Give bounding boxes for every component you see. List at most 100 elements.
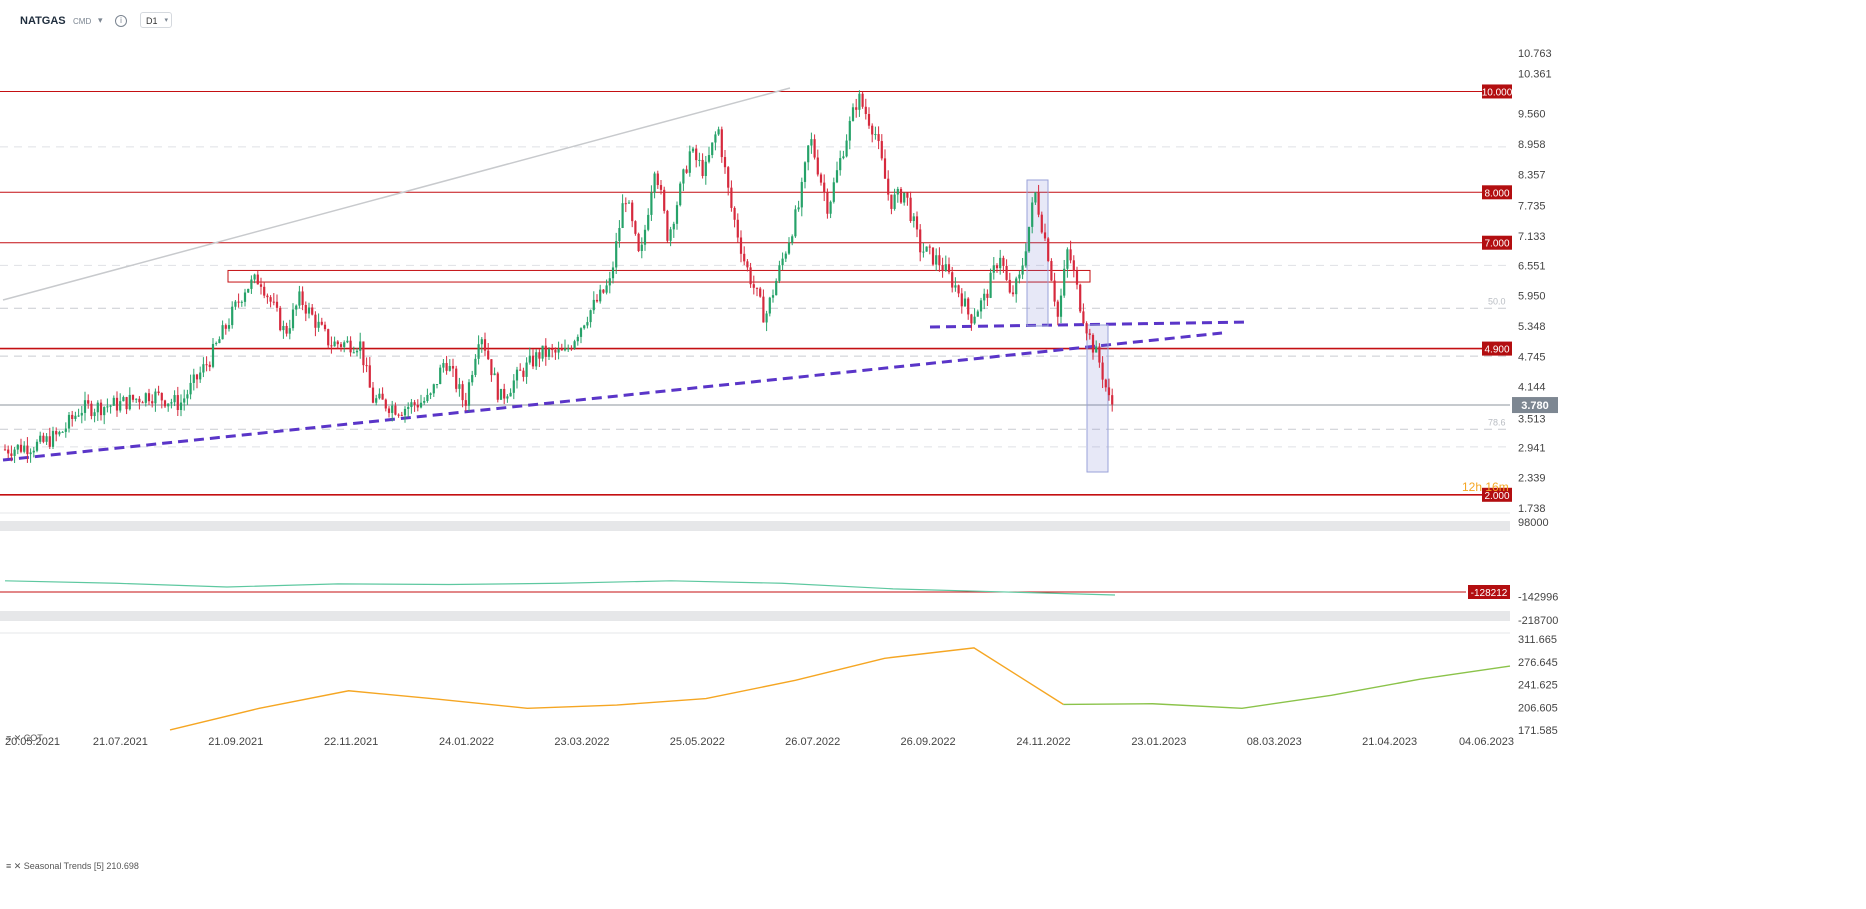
candle-body <box>467 382 471 406</box>
pane-divider <box>0 521 1510 531</box>
candle-body <box>279 307 282 331</box>
candle-body <box>522 370 525 377</box>
candle-body <box>595 299 599 302</box>
candle-body <box>506 396 509 399</box>
candle-body <box>679 183 682 206</box>
candle-body <box>55 431 58 435</box>
candle-body <box>320 321 323 325</box>
candle-body <box>538 352 541 359</box>
candle-body <box>986 293 989 298</box>
candle-body <box>327 329 330 346</box>
candle-body <box>983 293 986 301</box>
price-axis-tick: 7.133 <box>1518 231 1546 243</box>
seasonal-axis-tick: 171.585 <box>1518 725 1558 737</box>
candle-body <box>519 369 522 371</box>
level-tag <box>1482 235 1512 250</box>
candle-body <box>535 352 538 367</box>
level-tag <box>1482 341 1512 356</box>
candle-body <box>759 288 762 297</box>
candle-body <box>515 369 519 381</box>
candle-body <box>826 192 829 214</box>
candle-body <box>864 106 867 115</box>
candle-body <box>1066 249 1069 269</box>
candle-body <box>483 339 487 351</box>
fib-label: 50.0 <box>1488 296 1506 306</box>
symbol-name[interactable]: NATGAS <box>20 15 66 27</box>
candle-body <box>250 279 253 289</box>
chevron-down-icon[interactable]: ▾ <box>98 15 103 25</box>
candle-body <box>221 325 224 340</box>
level-tag <box>1482 84 1512 99</box>
candle-body <box>19 444 23 452</box>
resistance-zone <box>227 269 1091 283</box>
candle-body <box>323 324 327 330</box>
candle-body <box>1002 257 1005 266</box>
candle-body <box>7 449 10 454</box>
candle-body <box>1005 265 1008 280</box>
pane-divider <box>0 611 1510 621</box>
highlight-box <box>1086 324 1109 473</box>
chevron-down-icon: ▾ <box>164 17 168 24</box>
candle-body <box>685 169 688 173</box>
candle-body <box>547 349 551 357</box>
price-axis-tick: 5.950 <box>1518 291 1546 303</box>
candle-body <box>883 158 887 179</box>
candle-body <box>231 306 234 326</box>
candle-body <box>435 383 439 385</box>
candle-body <box>349 340 352 353</box>
price-axis-tick: 9.560 <box>1518 109 1546 121</box>
candle-body <box>810 139 813 146</box>
candle-body <box>1015 278 1018 295</box>
support-trendline <box>2 331 1223 462</box>
candle-body <box>247 288 250 293</box>
candle-body <box>640 244 643 252</box>
candle-body <box>887 178 890 195</box>
candle-body <box>669 229 672 241</box>
candle-body <box>611 267 615 279</box>
candle-body <box>301 291 304 306</box>
candle-body <box>128 394 131 410</box>
candle-body <box>691 148 695 152</box>
candle-body <box>397 414 400 416</box>
cot-level-tag <box>1468 584 1510 599</box>
candle-body <box>663 189 666 211</box>
candle-body <box>103 407 106 416</box>
candle-body <box>1101 362 1104 380</box>
cot-level-label: -128212 <box>1471 588 1508 599</box>
x-axis-tick: 22.11.2021 <box>324 736 378 748</box>
candle-body <box>960 293 963 307</box>
candle-body <box>1053 280 1056 302</box>
price-axis-tick: 1.738 <box>1518 503 1546 515</box>
seasonal-axis-tick: 311.665 <box>1518 634 1557 646</box>
candle-body <box>727 167 730 188</box>
candle-body <box>77 415 80 417</box>
candle-body <box>711 142 714 156</box>
candle-body <box>599 289 602 302</box>
candle-body <box>541 345 544 359</box>
candle-body <box>1063 268 1066 296</box>
candle-body <box>160 393 163 401</box>
candle-body <box>157 391 160 394</box>
info-icon[interactable]: i <box>115 15 127 27</box>
seasonal-icon: ≡ ✕ <box>6 861 24 871</box>
candle-body <box>189 382 192 395</box>
candle-body <box>1075 271 1079 285</box>
candle-body <box>739 237 743 254</box>
x-axis-tick: 26.09.2022 <box>901 736 956 748</box>
candle-body <box>935 255 938 265</box>
price-axis-tick: 4.144 <box>1518 382 1546 394</box>
candle-body <box>359 341 362 351</box>
candle-body <box>1027 226 1031 252</box>
candle-body <box>205 364 208 366</box>
candle-body <box>816 157 819 175</box>
candle-body <box>10 453 13 456</box>
candle-body <box>461 384 464 401</box>
candle-body <box>787 242 791 254</box>
market-tag: CMD <box>73 17 92 26</box>
timeframe-select[interactable]: D1 ▾ <box>140 12 172 28</box>
candle-body <box>471 374 474 383</box>
candle-body <box>583 325 586 329</box>
candle-body <box>227 325 231 329</box>
candle-body <box>589 310 592 323</box>
